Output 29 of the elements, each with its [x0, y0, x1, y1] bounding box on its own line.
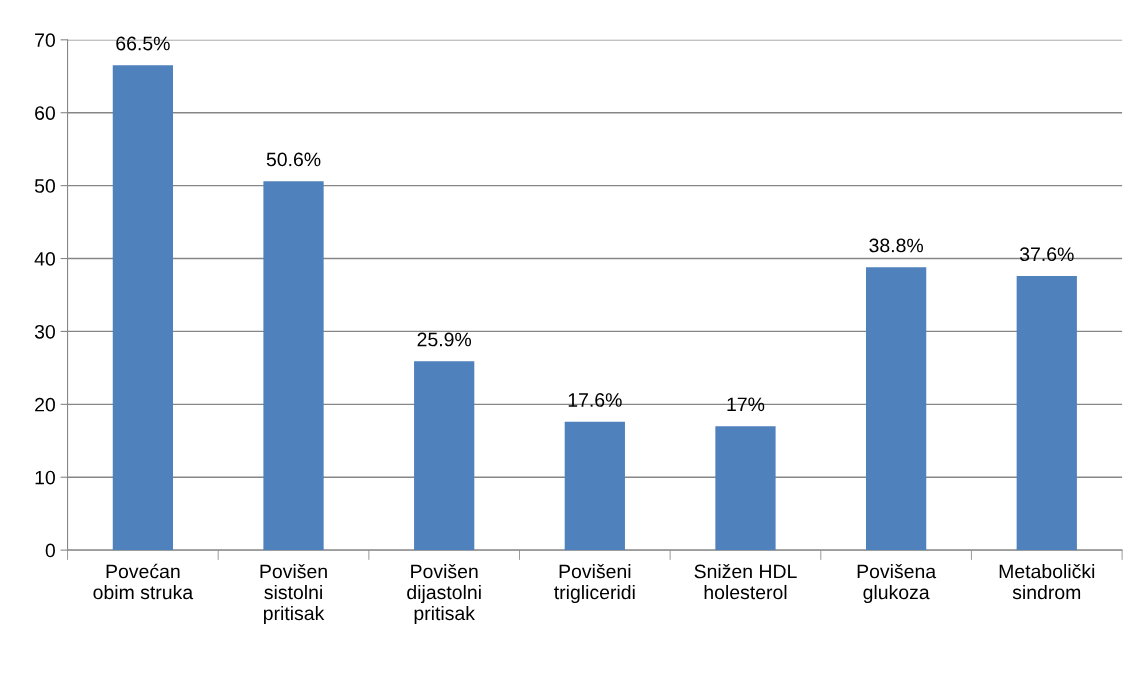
x-tick-label: Metabolički sindrom	[999, 563, 1095, 600]
data-label: 50.6%	[266, 152, 321, 167]
y-tick-label: 20	[35, 397, 55, 412]
x-tick-label: Snižen HDL holesterol	[694, 563, 797, 600]
x-tick-label: Povišena glukoza	[857, 563, 937, 604]
bar	[263, 181, 324, 551]
bar	[866, 267, 927, 551]
x-tick-label: Povišeni trigliceridi	[554, 563, 635, 604]
data-label: 38.8%	[869, 238, 923, 253]
x-tick-label: Povišen sistolni pritisak	[260, 563, 327, 625]
data-label: 66.5%	[116, 36, 170, 51]
y-tick-label: 50	[34, 179, 55, 193]
y-tick-label: 30	[34, 324, 55, 339]
data-label: 17%	[727, 397, 765, 412]
data-label: 17.6%	[568, 393, 622, 407]
x-tick-label: Povećan obim struka	[93, 563, 194, 600]
y-tick-label: 10	[35, 470, 55, 485]
x-tick-label: Povišen dijastolni pritisak	[407, 563, 481, 625]
y-tick-label: 0	[45, 543, 55, 558]
bar	[715, 426, 776, 551]
bar	[414, 361, 475, 551]
data-label: 37.6%	[1019, 247, 1074, 262]
y-tick-label: 40	[34, 251, 55, 266]
data-label: 25.9%	[417, 332, 472, 347]
y-tick-label: 70	[35, 33, 55, 48]
bar	[112, 65, 174, 551]
y-tick-label: 60	[35, 106, 55, 120]
bar	[1016, 276, 1077, 551]
bar	[564, 421, 625, 551]
